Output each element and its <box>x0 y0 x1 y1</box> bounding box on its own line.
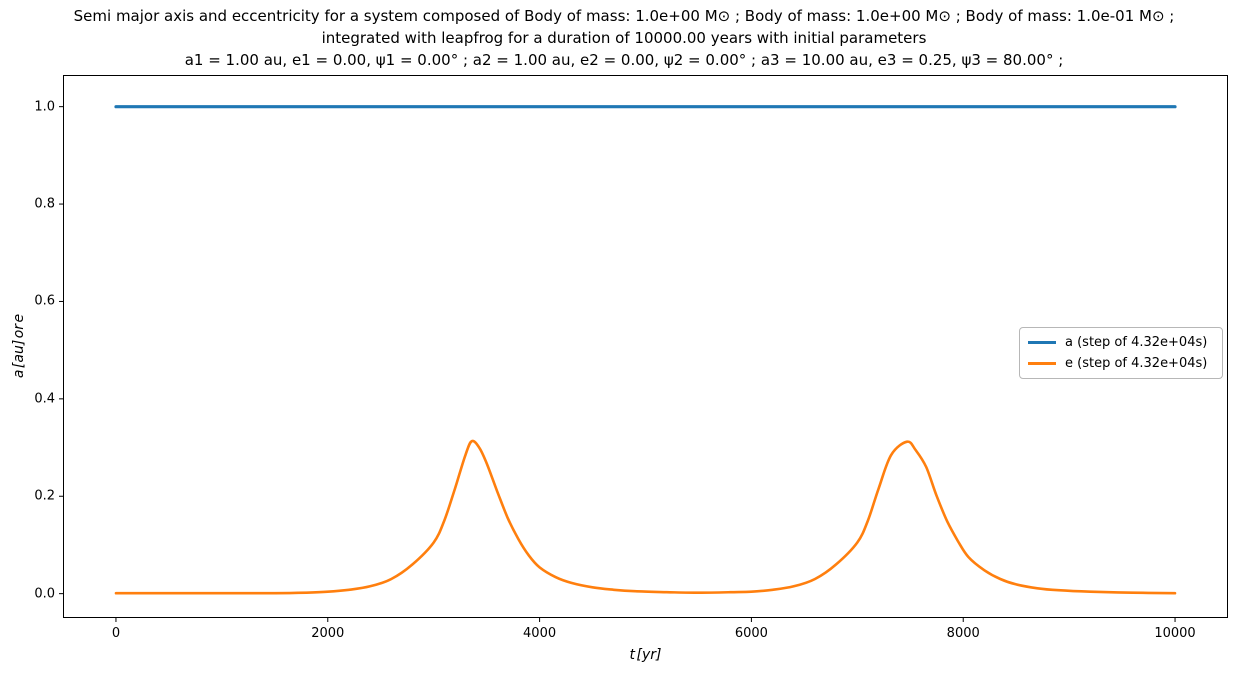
legend-label: e (step of 4.32e+04s) <box>1065 356 1208 371</box>
x-axis-tick-label: 2000 <box>311 626 345 641</box>
chart-title-line-3: a1 = 1.00 au, e1 = 0.00, ψ1 = 0.00° ; a2… <box>184 51 1064 69</box>
y-axis-tick-label: 0.2 <box>34 488 55 504</box>
y-axis-tick-label: 0.6 <box>34 293 55 309</box>
y-axis-tick-label: 0.0 <box>34 586 55 602</box>
curve-e <box>114 439 1177 595</box>
y-axis-tick-label: 1.0 <box>34 99 55 115</box>
legend: a (step of 4.32e+04s) e (step of 4.32e+04… <box>1019 327 1223 379</box>
axes-spines <box>63 75 1228 618</box>
y-axis-label: a [au] or e <box>11 313 27 379</box>
legend-line-swatch-e <box>1028 362 1056 365</box>
legend-entry: a (step of 4.32e+04s) <box>1028 332 1214 353</box>
x-axis-tick-label: 4000 <box>523 626 557 641</box>
chart-title: Semi major axis and eccentricity for a s… <box>0 5 1248 71</box>
x-axis-tick-label: 8000 <box>946 626 980 641</box>
legend-line-swatch-a <box>1028 341 1056 344</box>
x-axis-tick-label: 6000 <box>734 626 768 641</box>
chart-title-line-2: integrated with leapfrog for a duration … <box>321 29 927 47</box>
legend-label: a (step of 4.32e+04s) <box>1065 335 1208 350</box>
x-axis-tick-label: 0 <box>111 626 121 641</box>
x-axis-label: t [yr] <box>629 647 662 663</box>
y-axis-tick-label: 0.4 <box>34 391 55 407</box>
legend-entry: e (step of 4.32e+04s) <box>1028 353 1214 374</box>
y-axis-tick-label: 0.8 <box>34 196 55 212</box>
chart-title-line-1: Semi major axis and eccentricity for a s… <box>73 7 1175 25</box>
x-axis-tick-label: 10000 <box>1154 626 1196 641</box>
